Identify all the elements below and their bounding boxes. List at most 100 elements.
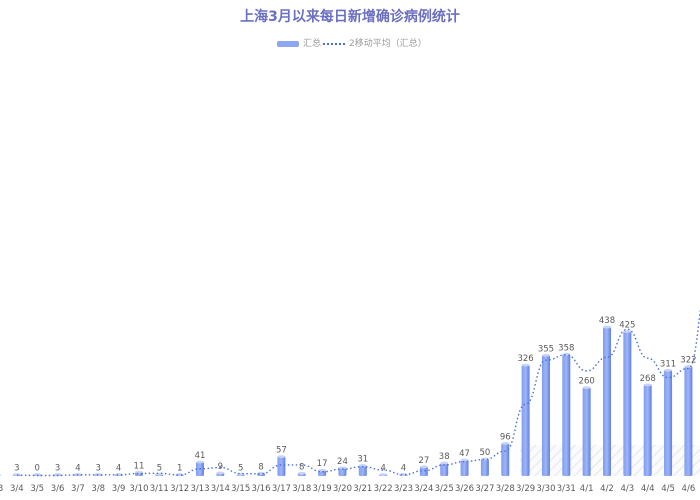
data-label-4/4: 268 — [640, 374, 656, 384]
bar-cap-3/22 — [379, 473, 388, 476]
bar-cap-3/14 — [216, 471, 225, 475]
data-label-3/23: 4 — [401, 464, 406, 474]
data-label-3/9: 4 — [116, 464, 121, 474]
data-label-3/7: 4 — [75, 464, 80, 474]
bar-cap-3/13 — [196, 460, 204, 464]
bar-cap-4/1 — [582, 386, 591, 389]
x-tick-3/6: 3/6 — [51, 484, 65, 494]
x-tick-4/1: 4/1 — [580, 484, 594, 494]
data-label-3/29: 326 — [517, 354, 533, 364]
bar-cap-3/20 — [338, 466, 347, 470]
x-tick-3/27: 3/27 — [475, 484, 494, 494]
data-label-3/30: 355 — [538, 344, 554, 354]
x-tick-3/3: 3/3 — [0, 484, 3, 494]
bar-3/27 — [480, 459, 489, 476]
bar-cap-4/2 — [603, 325, 611, 329]
x-tick-3/24: 3/24 — [414, 484, 433, 494]
x-tick-4/5: 4/5 — [661, 484, 675, 494]
bar-3/21 — [358, 465, 367, 476]
chart-title: 上海3月以来每日新增确诊病例统计 — [240, 9, 460, 25]
data-label-4/2: 438 — [599, 316, 615, 326]
bar-cap-3/19 — [318, 468, 327, 472]
x-tick-3/28: 3/28 — [496, 484, 515, 494]
bar-cap-3/24 — [419, 465, 428, 469]
data-label-3/10: 11 — [134, 461, 145, 471]
legend-label-bars: 汇总 — [303, 39, 322, 49]
x-tick-3/25: 3/25 — [435, 484, 454, 494]
data-label-3/17: 57 — [276, 446, 287, 456]
bar-cap-3/6 — [53, 473, 62, 476]
x-tick-3/30: 3/30 — [536, 484, 555, 494]
x-tick-3/10: 3/10 — [129, 484, 148, 494]
x-tick-3/18: 3/18 — [292, 484, 311, 494]
x-tick-3/15: 3/15 — [231, 484, 250, 494]
bar-cap-3/30 — [541, 353, 550, 357]
bar-cap-3/29 — [521, 363, 530, 367]
data-label-3/14: 9 — [218, 462, 223, 472]
data-label-3/5: 0 — [34, 464, 39, 474]
x-tick-4/2: 4/2 — [600, 484, 614, 494]
x-tick-3/19: 3/19 — [313, 484, 332, 494]
x-tick-3/16: 3/16 — [252, 484, 271, 494]
bar-cap-3/25 — [440, 461, 449, 465]
data-label-3/26: 47 — [459, 449, 470, 459]
bar-4/4 — [643, 384, 652, 476]
bar-cap-3/5 — [33, 473, 42, 476]
x-tick-3/4: 3/4 — [10, 484, 24, 494]
data-label-4/1: 260 — [579, 377, 595, 387]
legend-line-swatch — [323, 42, 345, 45]
data-label-3/13: 41 — [195, 451, 206, 461]
data-label-3/12: 1 — [177, 464, 182, 474]
data-label-3/21: 31 — [357, 454, 368, 464]
x-tick-3/31: 3/31 — [557, 484, 576, 494]
data-label-3/16: 8 — [258, 462, 263, 472]
x-tick-3/23: 3/23 — [394, 484, 413, 494]
bar-cap-3/3 — [0, 473, 1, 476]
data-label-3/18: 8 — [299, 462, 304, 472]
bar-cap-3/21 — [358, 464, 367, 467]
x-tick-3/20: 3/20 — [333, 484, 352, 494]
bar-cap-3/4 — [12, 473, 21, 476]
bar-4/6 — [684, 366, 693, 476]
bar-cap-3/28 — [501, 441, 510, 445]
data-label-3/19: 17 — [317, 459, 328, 469]
bar-3/20 — [338, 467, 347, 476]
bar-3/28 — [501, 443, 510, 476]
bar-cap-3/26 — [460, 458, 469, 462]
x-tick-4/3: 4/3 — [621, 484, 635, 494]
x-tick-4/4: 4/4 — [641, 484, 655, 494]
x-tick-3/7: 3/7 — [71, 484, 85, 494]
bar-cap-4/4 — [643, 383, 652, 387]
legend-label-moving-average: 2移动平均（汇总） — [349, 39, 427, 49]
data-label-3/8: 3 — [96, 464, 101, 474]
bar-3/17 — [277, 456, 286, 476]
bar-cap-4/6 — [684, 365, 693, 368]
bar-3/29 — [521, 365, 530, 476]
bar-4/5 — [664, 370, 673, 476]
x-tick-3/9: 3/9 — [112, 484, 126, 494]
data-label-3/20: 24 — [337, 457, 348, 467]
data-label-3/15: 5 — [238, 463, 243, 473]
x-tick-3/5: 3/5 — [30, 484, 44, 494]
x-tick-4/6: 4/6 — [682, 484, 696, 494]
bar-4/1 — [582, 387, 591, 476]
bar-cap-3/17 — [277, 455, 286, 459]
data-label-4/6: 322 — [680, 356, 696, 366]
legend: 汇总 2移动平均（汇总） — [0, 36, 700, 50]
data-label-3/11: 5 — [157, 463, 162, 473]
data-label-4/5: 311 — [660, 359, 676, 369]
bar-3/26 — [460, 460, 469, 476]
data-label-4/3: 425 — [619, 321, 635, 331]
bar-4/2 — [603, 327, 611, 476]
bar-3/25 — [440, 463, 449, 476]
bar-4/3 — [623, 331, 632, 476]
data-label-3/31: 358 — [558, 343, 574, 353]
x-tick-3/14: 3/14 — [211, 484, 230, 494]
data-label-3/6: 3 — [55, 464, 60, 474]
data-label-3/27: 50 — [479, 448, 490, 458]
x-tick-3/12: 3/12 — [170, 484, 189, 494]
bar-cap-3/9 — [114, 473, 123, 476]
x-tick-3/26: 3/26 — [455, 484, 474, 494]
data-label-3/24: 27 — [418, 456, 429, 466]
bar-3/19 — [318, 470, 327, 476]
